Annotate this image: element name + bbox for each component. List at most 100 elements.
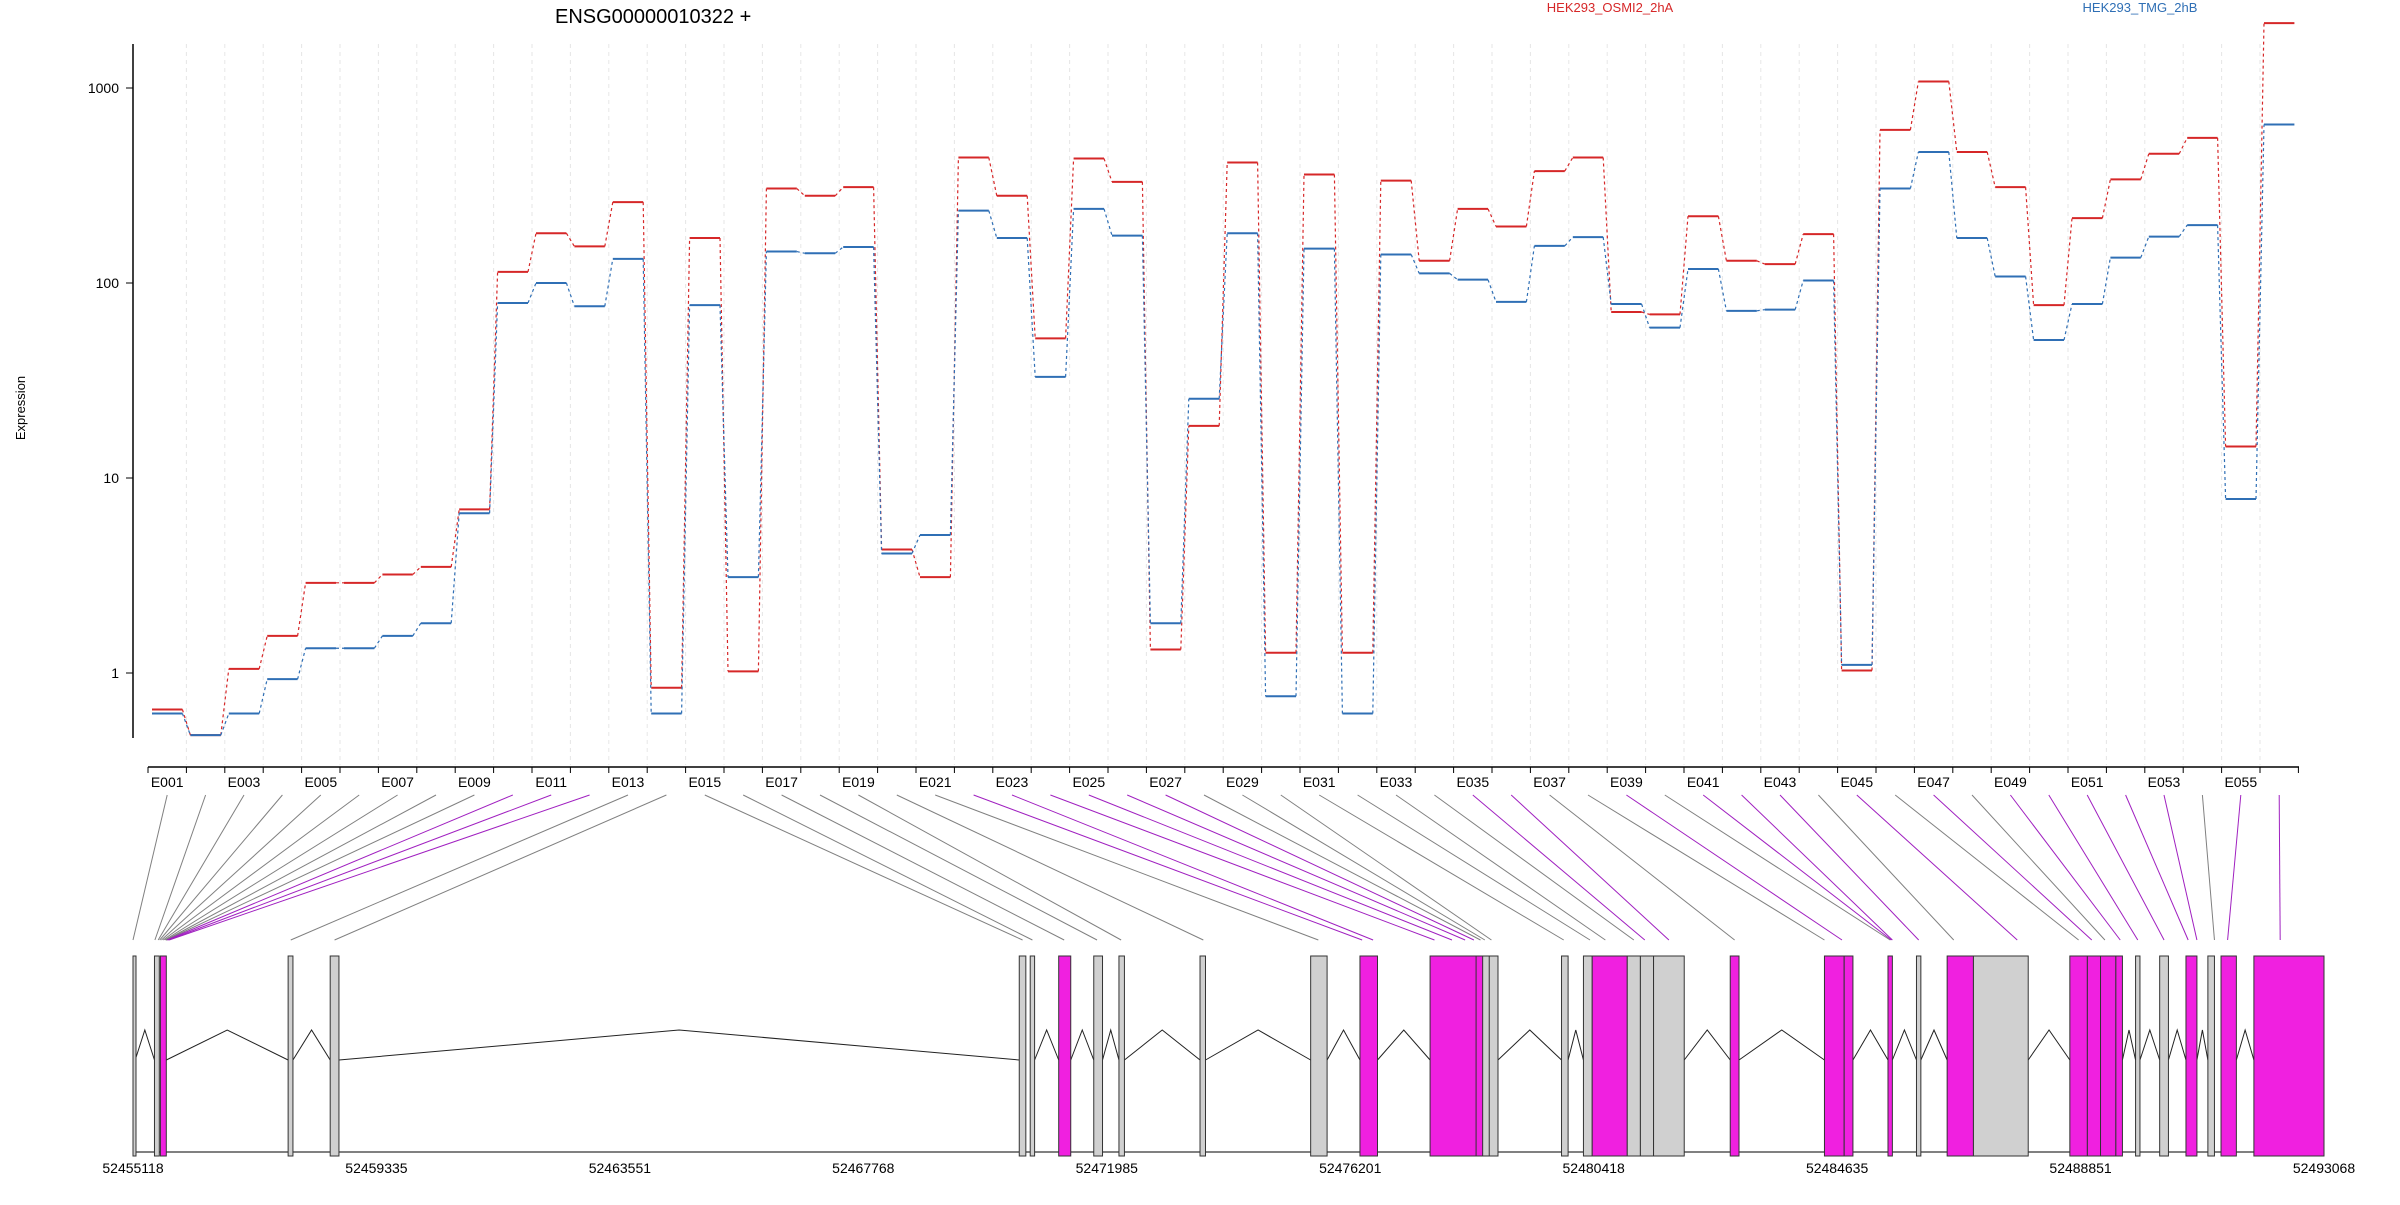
intron-line [166,1029,289,1061]
series-connector [988,157,998,196]
x-tick-label: E039 [1610,774,1643,790]
genomic-tick-label: 52471985 [1076,1160,1139,1176]
exon-block-highlighted [2115,955,2123,1157]
exon-connector [1818,794,1955,941]
x-tick-label: E031 [1303,774,1336,790]
exon-block-highlighted [159,955,167,1157]
exon-block [1018,955,1027,1157]
series-connector [527,233,537,273]
x-tick-label: E041 [1687,774,1720,790]
intron-line [2235,1028,2255,1061]
exon-block [1310,955,1328,1157]
x-tick-label: E017 [765,774,798,790]
x-tick-label: E025 [1072,774,1105,790]
chart-title: ENSG00000010322 + [555,6,751,28]
x-tick-label: E037 [1533,774,1566,790]
x-tick-label: E055 [2224,774,2257,790]
x-axis-ticks: E001 E003 E005 E007 E009 E011 E013 E015 E017 E019… [147,767,2299,790]
series-connector [681,305,691,714]
intron-line [1124,1029,1201,1061]
series-connector [1794,280,1804,310]
intron-line [1070,1028,1095,1061]
exon-connector [819,794,1098,941]
grid-lines [185,44,2261,765]
series-connector [1333,174,1343,653]
series-connector [604,258,614,307]
intron-line [1034,1028,1060,1061]
series-connector [1372,254,1382,714]
series-connector [1295,174,1305,653]
exon-block-highlighted [2220,955,2237,1157]
series-lines [152,22,2295,737]
series-connector [1065,208,1075,377]
exon-connector [167,794,552,941]
series-connector [1833,234,1843,671]
exon-block [1626,955,1641,1157]
genomic-tick-label: 52488851 [2049,1160,2112,1176]
intron-line [1497,1029,1562,1061]
exon-connector [290,794,629,941]
intron-lines [134,1028,2255,1061]
gene-model [132,955,2325,1157]
exon-connector [973,794,1363,941]
series-connector [412,566,422,575]
exon-block [2207,955,2215,1157]
legend-label-series-a: HEK293_OSMI2_2hA [1547,0,1674,15]
exon-connector [1472,794,1646,941]
exon-block-highlighted [1946,955,1974,1157]
exon-connector [1165,794,1475,941]
series-connector [297,582,307,636]
series-connector [1679,268,1689,328]
series-connector [2140,236,2150,258]
exon-block-highlighted [1887,955,1893,1157]
x-tick-label: E053 [2148,774,2181,790]
x-tick-label: E007 [381,774,414,790]
exon-connector [1856,794,2018,941]
series-connector [796,188,806,197]
series-connector [1065,158,1075,339]
intron-line [1326,1028,1361,1061]
intron-line [1205,1029,1311,1061]
exon-block [2159,955,2169,1157]
series-connector [796,250,805,254]
exon-connector [935,794,1319,941]
series-connector [565,232,575,247]
exon-connector [2048,794,2139,941]
exon-connector [2086,794,2165,941]
series-connector [949,210,959,536]
exon-connector [1933,794,2093,941]
intron-line [2121,1029,2137,1061]
exon-block-highlighted [2069,955,2088,1157]
series-connector [1986,237,1996,277]
exon-connector [896,794,1204,941]
intron-line [1738,1029,1825,1061]
x-tick-label: E049 [1994,774,2027,790]
x-tick-label: E003 [228,774,261,790]
exon-block-highlighted [1843,955,1854,1157]
x-tick-label: E035 [1456,774,1489,790]
exon-connector [1357,794,1591,941]
exon-connectors [132,794,2281,941]
series-connector [2217,225,2227,500]
series-connector [949,157,959,578]
exon-block [1582,955,1593,1157]
series-connector [2217,137,2227,447]
x-tick-label: E015 [688,774,721,790]
series-connector [1679,216,1689,315]
series-connector [565,282,575,307]
x-tick-label: E045 [1840,774,1873,790]
series-connector [1756,260,1766,265]
intron-line [1852,1029,1889,1061]
exon-connector [162,794,360,941]
x-tick-label: E029 [1226,774,1259,790]
series-connector [1449,272,1458,281]
exon-block [2135,955,2141,1157]
exon-connector [2201,794,2215,941]
x-tick-label: E013 [612,774,645,790]
series-connector [2101,179,2111,219]
series-connector [1909,81,1919,130]
exon-connector [2125,794,2189,941]
series-connector [1756,309,1765,312]
exon-connector [781,794,1065,941]
